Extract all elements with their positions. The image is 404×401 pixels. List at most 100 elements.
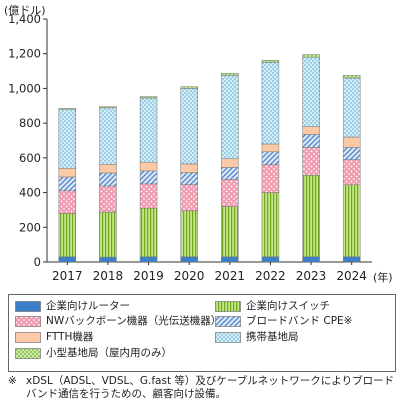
legend-swatch-small-cell — [15, 347, 41, 359]
x-tick-label: 2018 — [93, 269, 124, 283]
bar-segment — [342, 184, 361, 258]
y-tick-label: 600 — [19, 151, 41, 165]
legend-swatch-switch — [215, 300, 241, 312]
bar-segment — [342, 75, 361, 79]
bar-segment — [99, 172, 117, 187]
bar-segment — [139, 256, 158, 263]
bar-segment — [261, 151, 280, 166]
bar-segment — [99, 256, 117, 263]
footnote-mark: ※ — [8, 375, 17, 387]
legend-item: 小型基地局（屋内用のみ） — [15, 347, 172, 359]
bar-segment — [261, 256, 280, 263]
y-tick-label: 0 — [34, 255, 41, 269]
x-tick-label: 2019 — [133, 269, 164, 283]
bar-segment — [221, 75, 239, 159]
bar-segment — [221, 206, 239, 258]
bar-segment — [261, 62, 280, 145]
x-tick-label: 2022 — [255, 269, 286, 283]
bar-segment — [342, 256, 361, 263]
legend: 企業向けルーター 企業向けスイッチ NWバックボーン機器（光伝送機器） ブロード… — [8, 294, 396, 372]
bar-segment — [302, 126, 320, 135]
bar-segment — [261, 60, 280, 63]
x-axis-unit-label: (年) — [373, 270, 393, 284]
bar-segment — [58, 108, 77, 110]
bar-segment — [58, 168, 77, 178]
bar-segment — [180, 256, 198, 263]
legend-label: ブロードバンド CPE※ — [246, 315, 353, 327]
x-tick-label: 2021 — [215, 269, 246, 283]
bar-segment — [342, 77, 361, 138]
y-tick-label: 800 — [19, 116, 41, 130]
legend-item: ブロードバンド CPE※ — [215, 315, 352, 327]
stacked-bar-chart: (億ドル) (年) 0 200 400 600 800 1,000 1,200 1,400 2… — [4, 4, 393, 284]
bar-segment — [302, 134, 320, 148]
bar-segment — [99, 107, 117, 165]
bar-segment — [261, 192, 280, 258]
y-tick-label: 1,400 — [8, 12, 41, 26]
legend-swatch-cpe — [215, 315, 241, 327]
bar-segment — [302, 174, 320, 258]
bar-segment — [221, 158, 239, 168]
legend-swatch-backbone — [15, 315, 41, 327]
bar-segment — [261, 164, 280, 193]
legend-label: NWバックボーン機器（光伝送機器） — [46, 315, 222, 327]
bar-segment — [58, 256, 77, 263]
y-tick-label: 200 — [19, 220, 41, 234]
legend-item: 企業向けスイッチ — [215, 300, 330, 312]
y-tick-label: 1,000 — [8, 81, 41, 95]
bar-segment — [139, 183, 158, 209]
bar-segment — [180, 184, 198, 212]
bar-segment — [302, 54, 320, 58]
bar-segment — [99, 185, 117, 213]
bar-segment — [139, 97, 158, 163]
bar-segment — [139, 170, 158, 185]
bar-segment — [99, 164, 117, 174]
legend-label: 企業向けスイッチ — [246, 300, 330, 312]
x-axis-ticks: 2017 2018 2019 2020 2021 2022 2023 2024 — [52, 262, 367, 283]
x-tick-label: 2024 — [336, 269, 367, 283]
bar-segment — [302, 147, 320, 176]
legend-label: 小型基地局（屋内用のみ） — [46, 347, 172, 359]
legend-item: NWバックボーン機器（光伝送機器） — [15, 315, 221, 327]
bar-segment — [221, 179, 239, 207]
bar-segment — [58, 176, 77, 192]
bar-segment — [180, 163, 198, 173]
y-axis-ticks: 0 200 400 600 800 1,000 1,200 1,400 — [8, 12, 47, 269]
bar-segment — [221, 73, 239, 76]
bar-segment — [221, 167, 239, 180]
footnote-text: xDSL（ADSL、VDSL、G.fast 等）及びケーブルネットワークによりブ… — [26, 375, 395, 400]
bar-segment — [180, 88, 198, 165]
bar-segment — [261, 143, 280, 153]
legend-swatch-router — [15, 300, 41, 312]
bar-segment — [302, 56, 320, 127]
bar-segment — [99, 211, 117, 258]
legend-label: FTTH機器 — [46, 331, 94, 343]
bar-segment — [180, 210, 198, 258]
legend-swatch-ftth — [15, 331, 41, 343]
bar-segment — [58, 109, 77, 169]
bar-segment — [221, 256, 239, 263]
legend-label: 携帯基地局 — [246, 331, 299, 343]
bar-segment — [342, 159, 361, 186]
bar-segment — [342, 147, 361, 160]
bar-segment — [302, 256, 320, 263]
bar-segment — [180, 172, 198, 186]
legend-swatch-base-station — [215, 331, 241, 343]
x-tick-label: 2017 — [52, 269, 83, 283]
bar-segment — [342, 136, 361, 148]
bar-segment — [139, 96, 158, 99]
bar-segment — [58, 213, 77, 258]
x-tick-label: 2023 — [296, 269, 327, 283]
y-tick-label: 1,200 — [8, 47, 41, 61]
bar-segment — [139, 207, 158, 258]
bar-segment — [139, 161, 158, 172]
legend-item: 企業向けルーター — [15, 300, 130, 312]
x-tick-label: 2020 — [174, 269, 205, 283]
bars-group — [58, 54, 361, 263]
legend-item: FTTH機器 — [15, 331, 93, 343]
bar-segment — [99, 106, 117, 109]
bar-segment — [58, 190, 77, 214]
y-tick-label: 400 — [19, 186, 41, 200]
legend-label: 企業向けルーター — [46, 300, 130, 312]
bar-segment — [180, 86, 198, 89]
